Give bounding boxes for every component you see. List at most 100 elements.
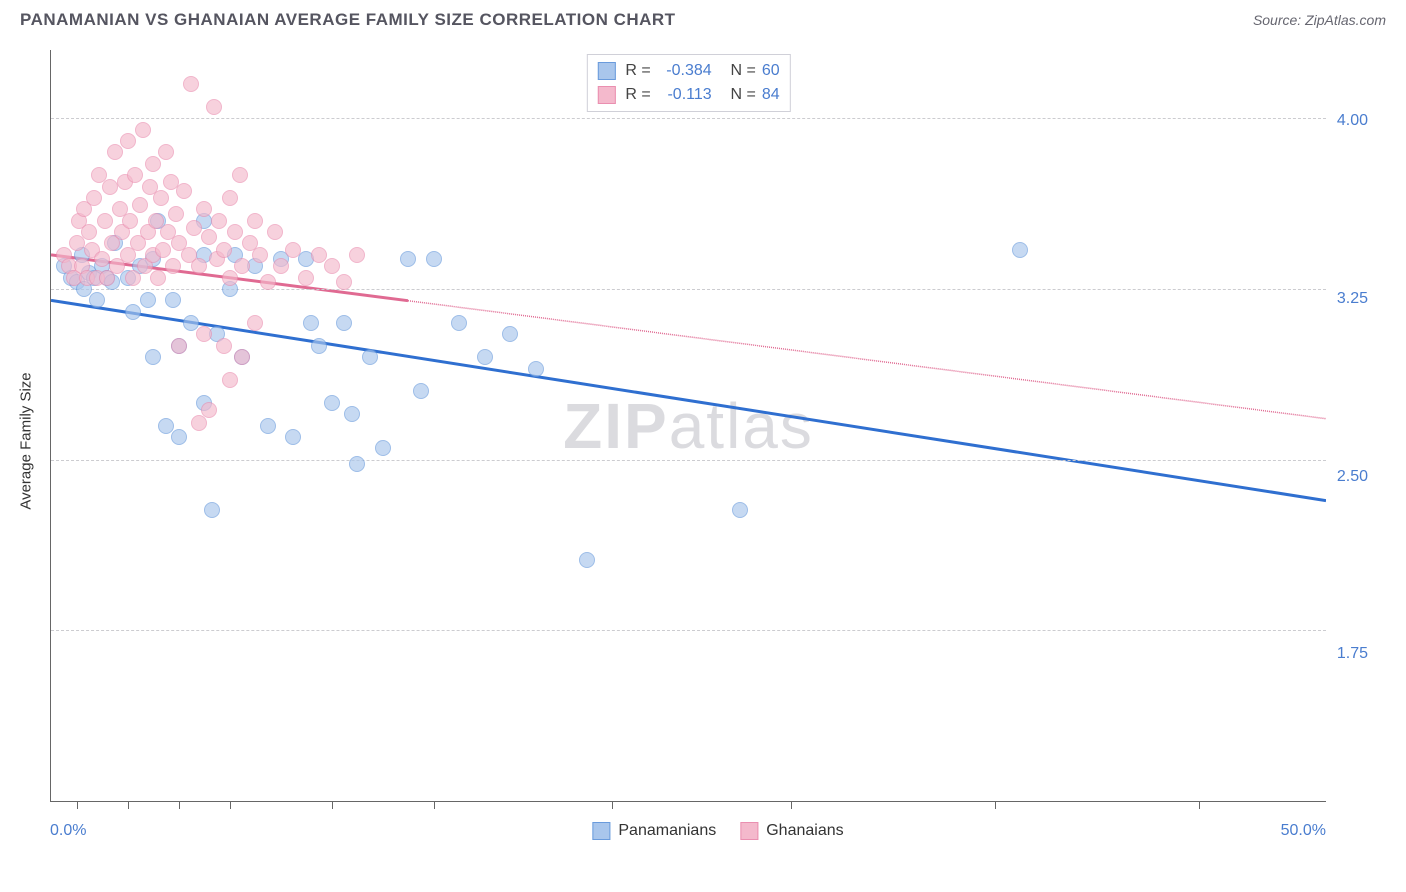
r-label: R = [625,59,650,83]
grid-line [51,460,1326,461]
n-label: N = [722,83,756,107]
marker-ghanaians [145,156,161,172]
marker-ghanaians [222,190,238,206]
y-tick-label: 2.50 [1337,468,1368,486]
marker-ghanaians [285,242,301,258]
marker-ghanaians [191,415,207,431]
marker-ghanaians [232,167,248,183]
marker-panamanians [311,338,327,354]
marker-ghanaians [158,144,174,160]
grid-line [51,289,1326,290]
x-tick [230,801,231,809]
marker-ghanaians [135,122,151,138]
marker-panamanians [171,429,187,445]
marker-ghanaians [201,402,217,418]
marker-panamanians [400,251,416,267]
marker-ghanaians [150,270,166,286]
x-tick [434,801,435,809]
x-tick [791,801,792,809]
marker-ghanaians [171,338,187,354]
marker-panamanians [125,304,141,320]
marker-ghanaians [324,258,340,274]
watermark: ZIPatlas [563,389,814,463]
marker-ghanaians [81,224,97,240]
marker-panamanians [324,395,340,411]
marker-ghanaians [176,183,192,199]
marker-panamanians [89,292,105,308]
x-tick [77,801,78,809]
chart-title: PANAMANIAN VS GHANAIAN AVERAGE FAMILY SI… [20,10,676,30]
marker-ghanaians [94,251,110,267]
marker-ghanaians [252,247,268,263]
y-tick-label: 3.25 [1337,290,1368,308]
marker-panamanians [502,326,518,342]
y-tick-label: 1.75 [1337,645,1368,663]
marker-ghanaians [336,274,352,290]
x-tick [995,801,996,809]
marker-ghanaians [234,349,250,365]
marker-ghanaians [247,315,263,331]
legend-item-panamanians: Panamanians [592,822,716,840]
y-tick-label: 4.00 [1337,112,1368,130]
swatch-ghanaians [597,86,615,104]
marker-ghanaians [227,224,243,240]
marker-ghanaians [107,144,123,160]
marker-ghanaians [234,258,250,274]
n-value-ghanaians: 84 [762,83,780,107]
stats-row-ghanaians: R = -0.113 N = 84 [597,83,779,107]
marker-ghanaians [97,213,113,229]
marker-panamanians [528,361,544,377]
marker-ghanaians [168,206,184,222]
marker-panamanians [362,349,378,365]
legend-label-ghanaians: Ghanaians [766,822,843,840]
marker-ghanaians [216,242,232,258]
marker-panamanians [477,349,493,365]
marker-panamanians [349,456,365,472]
marker-panamanians [732,502,748,518]
plot-area: R = -0.384 N = 60 R = -0.113 N = 84 ZIPa… [50,50,1326,802]
series-legend: Panamanians Ghanaians [592,822,843,840]
marker-ghanaians [165,258,181,274]
marker-ghanaians [201,229,217,245]
marker-ghanaians [122,213,138,229]
marker-ghanaians [153,190,169,206]
marker-panamanians [375,440,391,456]
marker-panamanians [260,418,276,434]
x-tick [1199,801,1200,809]
x-tick [179,801,180,809]
swatch-panamanians [597,62,615,80]
marker-ghanaians [349,247,365,263]
grid-line [51,118,1326,119]
marker-panamanians [426,251,442,267]
stats-legend: R = -0.384 N = 60 R = -0.113 N = 84 [586,54,790,112]
marker-ghanaians [222,270,238,286]
marker-ghanaians [211,213,227,229]
r-value-panamanians: -0.384 [657,59,712,83]
marker-panamanians [451,315,467,331]
marker-ghanaians [267,224,283,240]
marker-panamanians [285,429,301,445]
marker-panamanians [140,292,156,308]
marker-panamanians [413,383,429,399]
chart-source: Source: ZipAtlas.com [1253,12,1386,28]
marker-ghanaians [132,197,148,213]
marker-panamanians [204,502,220,518]
chart-container: Average Family Size R = -0.384 N = 60 R … [50,50,1386,832]
legend-label-panamanians: Panamanians [618,822,716,840]
n-label: N = [722,59,756,83]
marker-panamanians [165,292,181,308]
marker-panamanians [344,406,360,422]
marker-ghanaians [86,190,102,206]
marker-ghanaians [183,76,199,92]
marker-panamanians [1012,242,1028,258]
x-tick [612,801,613,809]
marker-ghanaians [102,179,118,195]
swatch-panamanians-icon [592,822,610,840]
marker-ghanaians [155,242,171,258]
marker-panamanians [303,315,319,331]
x-axis-min-label: 0.0% [50,822,86,840]
marker-ghanaians [69,235,85,251]
marker-ghanaians [206,99,222,115]
marker-ghanaians [216,338,232,354]
marker-ghanaians [196,201,212,217]
